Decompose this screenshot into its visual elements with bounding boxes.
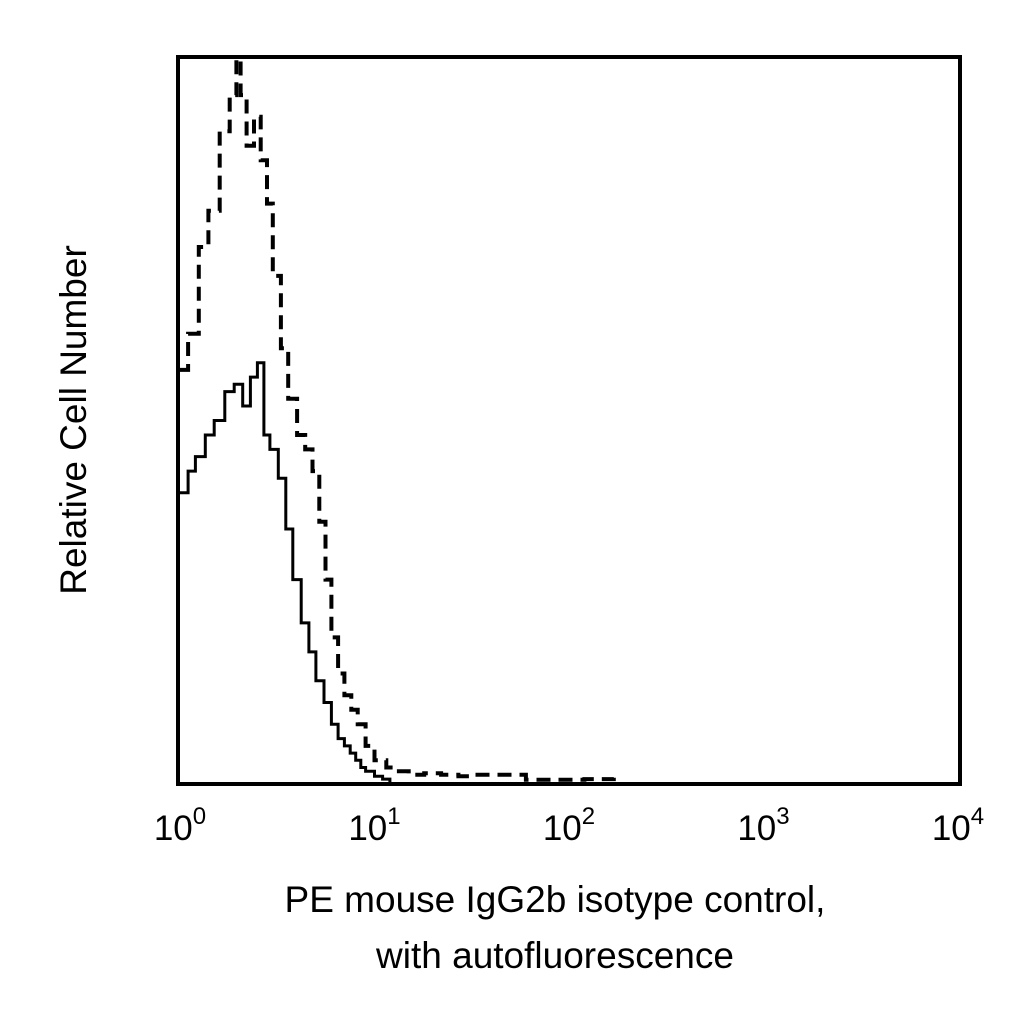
dashed-series-line bbox=[180, 57, 616, 782]
x-tick-label: 101 bbox=[348, 803, 400, 848]
solid-series-line bbox=[180, 361, 392, 782]
x-tick-label: 103 bbox=[737, 803, 789, 848]
plot-frame bbox=[176, 55, 962, 786]
x-tick-labels: 100 101 102 103 104 bbox=[154, 803, 984, 848]
x-tick-label: 104 bbox=[932, 803, 984, 848]
y-axis-title: Relative Cell Number bbox=[53, 245, 94, 595]
x-axis-title-line-2: with autofluorescence bbox=[375, 935, 734, 976]
x-tick-label: 100 bbox=[154, 803, 206, 848]
x-tick-label: 102 bbox=[543, 803, 595, 848]
series-layer bbox=[180, 57, 616, 782]
x-axis-title-line-1: PE mouse IgG2b isotype control, bbox=[285, 879, 826, 920]
